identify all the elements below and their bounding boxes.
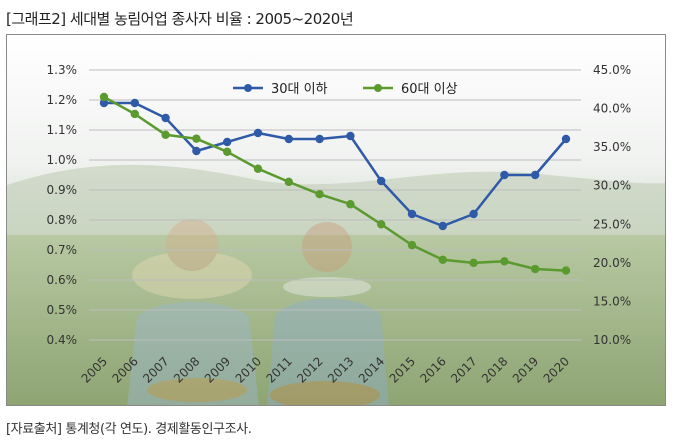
left-axis-tick-label: 0.7% xyxy=(47,243,78,257)
series-line-1 xyxy=(104,101,567,228)
right-axis-tick-label: 30.0% xyxy=(593,179,631,193)
left-axis-tick-label: 1.1% xyxy=(47,123,78,137)
data-point-series-2 xyxy=(377,220,386,229)
data-point-series-1 xyxy=(500,170,509,180)
data-point-series-2 xyxy=(469,258,478,268)
data-point-series-1 xyxy=(130,98,139,108)
data-point-series-1 xyxy=(192,146,201,156)
data-point-series-2 xyxy=(253,164,263,173)
left-axis-tick-label: 0.4% xyxy=(47,333,78,347)
data-point-series-1 xyxy=(315,134,324,144)
chart-frame: 1.3% 1.2% 1.1% 1.0% 0.9% 0.8% 0.7% 0.6% 0.5% 0.4%… xyxy=(6,34,666,406)
gridlines xyxy=(89,69,581,341)
data-point-series-1 xyxy=(469,209,478,219)
series-line-2 xyxy=(103,95,567,272)
data-point-series-1 xyxy=(284,134,293,144)
data-point-series-1 xyxy=(438,221,447,231)
left-axis-tick-label: 0.6% xyxy=(47,273,78,287)
data-point-series-1 xyxy=(561,134,571,144)
data-point-series-1 xyxy=(377,176,386,186)
right-axis-tick-label: 20.0% xyxy=(593,256,631,270)
data-point-series-2 xyxy=(284,177,293,187)
left-axis-tick-label: 1.3% xyxy=(47,63,78,77)
data-point-series-2 xyxy=(99,92,109,102)
farmers-background-image xyxy=(7,35,665,405)
data-point-series-2 xyxy=(561,266,571,275)
chart-title: [그래프2] 세대별 농림어업 종사자 비율 : 2005~2020년 xyxy=(6,10,354,28)
data-point-series-2 xyxy=(130,109,139,119)
data-point-series-1 xyxy=(253,128,263,138)
left-axis-tick-label: 1.2% xyxy=(47,93,78,107)
data-point-series-2 xyxy=(500,257,509,266)
legend-label-series-2: 60대 이상 xyxy=(401,82,458,97)
legend-marker-series-1 xyxy=(244,84,252,92)
legend: 30대 이하 60대 이상 xyxy=(233,82,458,97)
data-point-series-2 xyxy=(161,130,170,139)
legend-label-series-1: 30대 이하 xyxy=(271,82,328,97)
line-chart: 1.3% 1.2% 1.1% 1.0% 0.9% 0.8% 0.7% 0.6% 0.5% 0.4%… xyxy=(7,35,665,405)
left-axis-tick-label: 1.0% xyxy=(47,153,78,167)
data-point-series-1 xyxy=(531,170,540,180)
right-axis-tick-label: 10.0% xyxy=(593,333,631,347)
series-layer xyxy=(99,92,571,275)
right-axis-tick-label: 45.0% xyxy=(593,63,631,77)
left-axis-tick-label: 0.8% xyxy=(47,213,78,227)
data-point-series-2 xyxy=(223,147,232,156)
source-note: [자료출처] 통계청(각 연도). 경제활동인구조사. xyxy=(6,422,252,437)
legend-marker-series-2 xyxy=(374,84,382,92)
left-axis-tick-label: 0.9% xyxy=(47,183,78,197)
data-point-series-1 xyxy=(99,98,109,108)
right-axis-tick-label: 40.0% xyxy=(593,102,631,116)
data-point-series-1 xyxy=(161,113,170,123)
left-axis-tick-label: 0.5% xyxy=(47,303,78,317)
data-point-series-1 xyxy=(223,137,232,147)
right-axis-tick-label: 15.0% xyxy=(593,294,631,308)
data-point-series-2 xyxy=(315,190,324,199)
right-axis-tick-label: 35.0% xyxy=(593,140,631,154)
data-point-series-2 xyxy=(531,264,540,274)
data-point-series-2 xyxy=(438,255,447,264)
data-point-series-1 xyxy=(346,131,355,141)
data-point-series-2 xyxy=(407,240,417,250)
right-axis-tick-label: 25.0% xyxy=(593,217,631,231)
data-point-series-2 xyxy=(192,134,201,143)
data-point-series-1 xyxy=(407,209,417,219)
data-point-series-2 xyxy=(346,200,355,209)
